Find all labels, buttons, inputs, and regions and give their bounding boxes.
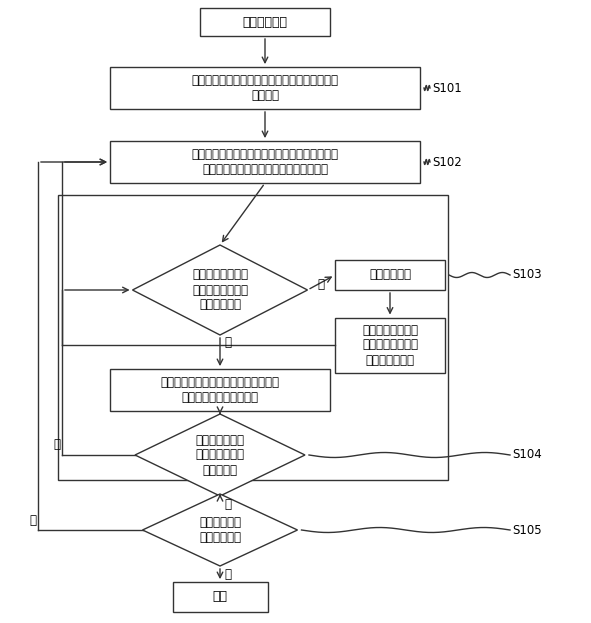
Bar [110, 67, 420, 109]
Text: 服务端对最先收到
的客户端分组结果
进行冲突判断: 服务端对最先收到 的客户端分组结果 进行冲突判断 [192, 269, 248, 312]
Text: S105: S105 [512, 523, 541, 536]
Bar [110, 369, 330, 411]
Text: 依时间序列判断
是否有其他分组
结果未处理: 依时间序列判断 是否有其他分组 结果未处理 [196, 434, 245, 477]
Polygon shape [132, 245, 307, 335]
Bar [58, 195, 448, 480]
Text: 客户端更新本地的
分组信息数据，重
新提交分组结果: 客户端更新本地的 分组信息数据，重 新提交分组结果 [362, 323, 418, 366]
Polygon shape [142, 494, 297, 566]
Text: 按该分组结果更新服务器的分组信息数
据，并推送至其他客户端: 按该分组结果更新服务器的分组信息数 据，并推送至其他客户端 [161, 376, 280, 404]
Bar [110, 141, 420, 183]
Text: S103: S103 [512, 269, 541, 282]
Text: 分组操作开始: 分组操作开始 [242, 16, 287, 29]
Bar [173, 582, 268, 612]
Text: 否: 否 [224, 336, 231, 350]
Text: 任一客户端先从服务器获取服务器上当前的分组
信息数据: 任一客户端先从服务器获取服务器上当前的分组 信息数据 [191, 74, 339, 102]
Text: 多个客户端对待分组对象进行分组，更新本地的
分组信息数据并将分组结果发送至服务端: 多个客户端对待分组对象进行分组，更新本地的 分组信息数据并将分组结果发送至服务端 [191, 148, 339, 176]
Text: 是: 是 [318, 277, 324, 290]
Bar [335, 318, 445, 373]
Text: 是: 是 [29, 513, 36, 526]
Text: S102: S102 [432, 156, 462, 168]
Bar [335, 260, 445, 290]
Bar [200, 8, 330, 36]
Text: 否: 否 [224, 568, 231, 581]
Text: 是: 是 [53, 439, 60, 452]
Polygon shape [135, 414, 305, 496]
Text: 返回冲突提示: 返回冲突提示 [369, 269, 411, 282]
Text: 多客户端是否
继续进行分组: 多客户端是否 继续进行分组 [199, 516, 241, 544]
Text: S101: S101 [432, 82, 462, 95]
Text: 结束: 结束 [213, 591, 228, 604]
Text: 否: 否 [224, 498, 231, 510]
Text: S104: S104 [512, 449, 542, 462]
